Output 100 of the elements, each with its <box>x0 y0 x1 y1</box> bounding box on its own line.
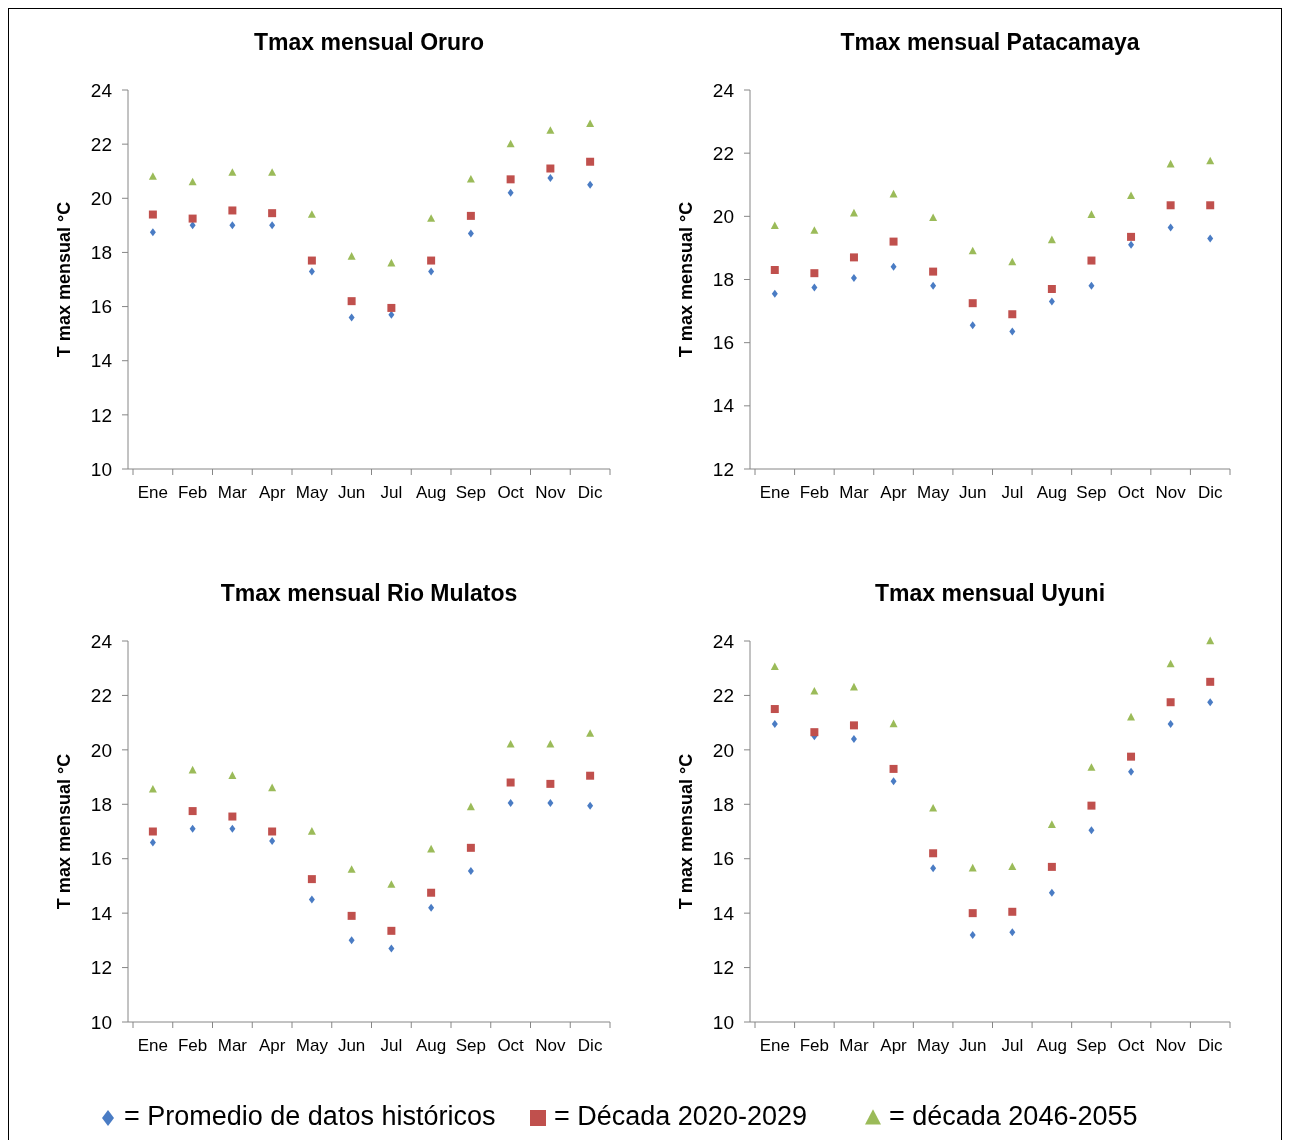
x-tick-label: Jul <box>1001 483 1024 502</box>
point <box>546 164 555 173</box>
x-tick-label: Dic <box>577 483 603 502</box>
point <box>929 849 938 858</box>
x-tick-label: Feb <box>799 483 830 502</box>
legend-label: = década 2046-2055 <box>889 1101 1138 1131</box>
point <box>968 909 977 918</box>
y-tick-label: 24 <box>90 630 113 652</box>
x-tick-label: Feb <box>177 1036 208 1055</box>
y-tick-label: 10 <box>90 458 112 480</box>
x-tick-label: Jul <box>380 483 403 502</box>
point <box>1087 210 1096 218</box>
point <box>189 221 196 230</box>
x-tick-label: Apr <box>880 1036 908 1055</box>
y-tick-label: 22 <box>712 685 734 707</box>
point <box>506 740 515 748</box>
point <box>307 210 316 218</box>
point <box>307 256 316 265</box>
point <box>770 705 779 714</box>
point <box>587 180 594 189</box>
chart-title: Tmax mensual Oruro <box>253 29 485 55</box>
y-tick-label: 12 <box>90 404 112 426</box>
point <box>308 267 315 276</box>
point <box>810 269 819 278</box>
point <box>268 209 277 218</box>
point <box>1206 201 1215 210</box>
point <box>189 824 196 833</box>
point <box>387 303 396 312</box>
x-tick-label: Ene <box>759 483 790 502</box>
y-axis-title: T max mensual °C <box>676 201 696 358</box>
point <box>770 221 779 230</box>
x-tick-label: Apr <box>258 483 286 502</box>
y-tick-label: 16 <box>90 848 112 870</box>
point <box>427 888 436 897</box>
point <box>506 778 515 787</box>
y-tick-label: 12 <box>90 957 112 979</box>
point <box>930 281 937 290</box>
point <box>850 734 857 743</box>
point <box>466 174 475 183</box>
point <box>307 875 316 884</box>
y-tick-label: 20 <box>90 187 112 209</box>
x-tick-label: Jun <box>959 483 987 502</box>
x-tick-label: Nov <box>535 483 566 502</box>
point <box>1206 156 1215 165</box>
x-tick-label: Nov <box>535 1036 566 1055</box>
x-tick-label: May <box>917 483 950 502</box>
y-tick-label: 14 <box>712 395 735 417</box>
x-tick-label: Mar <box>217 483 248 502</box>
point <box>1167 720 1174 728</box>
point <box>307 827 316 835</box>
x-tick-label: Dic <box>577 1036 603 1055</box>
y-tick-label: 16 <box>712 848 734 870</box>
y-tick-label: 20 <box>712 739 734 761</box>
point <box>890 777 897 786</box>
point <box>968 863 977 872</box>
point <box>1048 888 1055 897</box>
x-tick-label: Oct <box>497 1036 525 1055</box>
point <box>427 214 436 222</box>
point <box>1207 234 1214 243</box>
y-tick-label: 20 <box>712 205 734 227</box>
y-tick-label: 18 <box>712 793 734 815</box>
point <box>228 168 237 176</box>
point <box>810 226 819 234</box>
y-tick-label: 24 <box>712 79 735 101</box>
point <box>1127 232 1136 241</box>
point <box>1048 297 1055 306</box>
point <box>1166 201 1175 210</box>
x-tick-label: Sep <box>455 483 486 502</box>
point <box>546 126 555 134</box>
y-tick-label: 12 <box>712 957 734 979</box>
y-tick-label: 16 <box>90 296 112 318</box>
point <box>308 895 315 904</box>
x-tick-label: Aug <box>1036 1036 1067 1055</box>
legend-label: = Promedio de datos históricos <box>124 1101 496 1131</box>
y-tick-label: 18 <box>712 269 734 291</box>
x-tick-label: Aug <box>416 483 447 502</box>
point <box>228 206 237 215</box>
x-tick-label: Mar <box>839 483 869 502</box>
point <box>228 812 237 821</box>
point <box>467 229 474 238</box>
point <box>1047 235 1056 244</box>
point <box>387 880 396 888</box>
point <box>810 728 819 737</box>
point <box>466 802 475 811</box>
point <box>969 321 976 330</box>
point <box>148 827 157 836</box>
point <box>889 719 898 728</box>
point <box>850 273 857 282</box>
legend-label: = Década 2020-2029 <box>554 1101 807 1131</box>
x-tick-label: Aug <box>1036 483 1067 502</box>
y-tick-label: 18 <box>90 793 112 815</box>
point <box>1087 801 1096 810</box>
point <box>1127 752 1136 761</box>
x-tick-label: Jul <box>380 1036 403 1055</box>
chart-title: Tmax mensual Rio Mulatos <box>220 580 518 606</box>
x-tick-label: Apr <box>258 1036 286 1055</box>
point <box>188 214 197 223</box>
point <box>507 798 514 807</box>
point <box>849 721 858 730</box>
y-tick-label: 14 <box>90 902 113 924</box>
